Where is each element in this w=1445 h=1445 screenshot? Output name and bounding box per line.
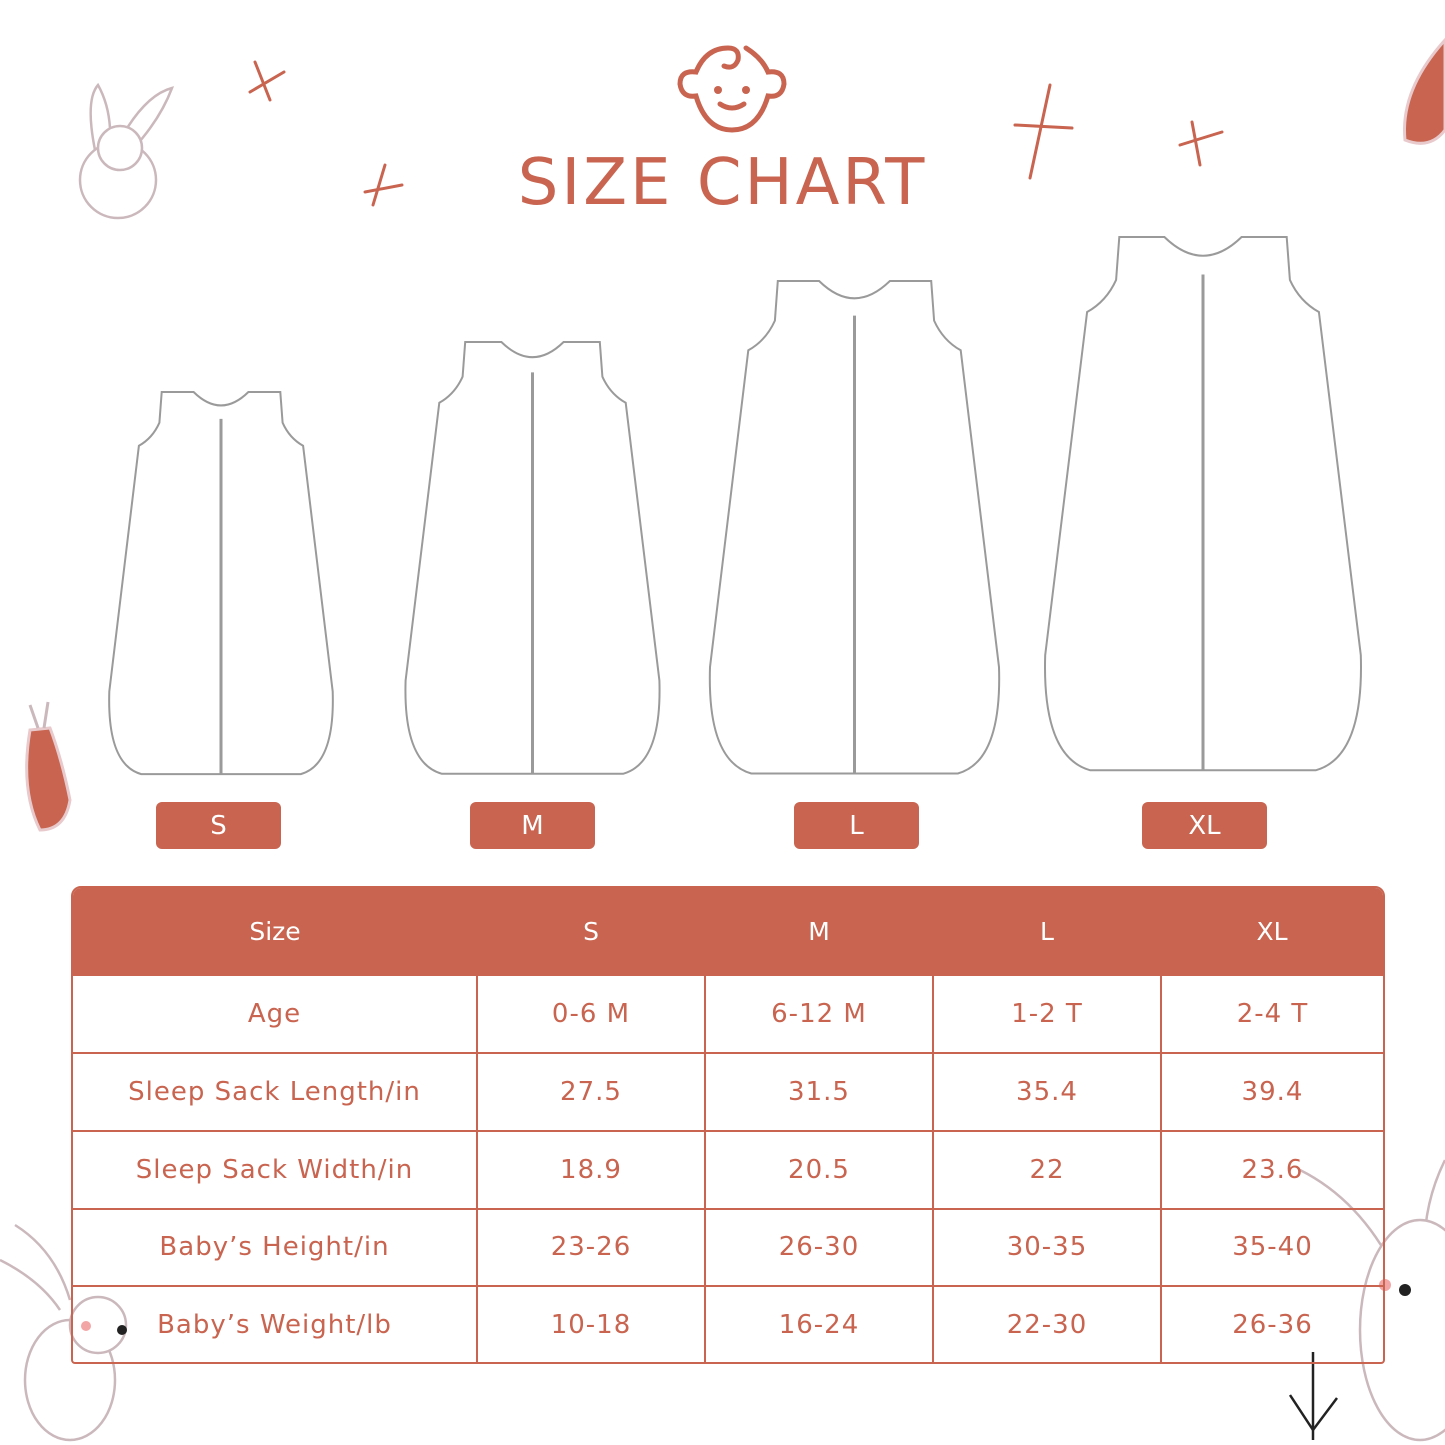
table-row: Sleep Sack Length/in 27.5 31.5 35.4 39.4 <box>73 1051 1383 1132</box>
size-label-l: L <box>794 802 919 849</box>
table-cell: 10-18 <box>476 1285 706 1362</box>
table-row: Age 0-6 M 6-12 M 1-2 T 2-4 T <box>73 974 1383 1054</box>
header-s: S <box>477 888 705 975</box>
table-cell: 23.6 <box>1160 1129 1383 1210</box>
table-cell: 22-30 <box>932 1285 1162 1362</box>
table-row: Sleep Sack Width/in 18.9 20.5 22 23.6 <box>73 1129 1383 1210</box>
sparkle-cross-icon <box>1178 120 1224 167</box>
table-cell: 0-6 M <box>476 974 706 1054</box>
sparkle-cross-icon <box>1013 83 1074 180</box>
sparkle-cross-icon <box>248 60 286 102</box>
header-size: Size <box>73 888 477 975</box>
row-label: Sleep Sack Length/in <box>73 1051 478 1132</box>
sleep-sack-s <box>108 391 334 776</box>
table-cell: 16-24 <box>704 1285 934 1362</box>
table-cell: 31.5 <box>704 1051 934 1132</box>
table-cell: 18.9 <box>476 1129 706 1210</box>
header-m: M <box>705 888 933 975</box>
size-table: Size S M L XL Age 0-6 M 6-12 M 1-2 T 2-4 T Sl… <box>71 886 1385 1364</box>
sleep-sack-xl <box>1044 236 1362 772</box>
carrot-illustration <box>1403 37 1445 145</box>
table-cell: 30-35 <box>932 1207 1162 1288</box>
table-row: Baby’s Height/in 23-26 26-30 30-35 35-40 <box>73 1207 1383 1288</box>
table-cell: 23-26 <box>476 1207 706 1288</box>
arrow-down-icon <box>1288 1352 1338 1440</box>
sleep-sack-l <box>708 280 1001 775</box>
sleep-sack-illustrations <box>108 236 1362 776</box>
row-label: Baby’s Weight/lb <box>73 1285 478 1362</box>
table-cell: 26-30 <box>704 1207 934 1288</box>
row-label: Age <box>73 974 478 1054</box>
table-header-row: Size S M L XL <box>73 888 1383 975</box>
size-label-xl: XL <box>1142 802 1267 849</box>
header-l: L <box>933 888 1161 975</box>
table-cell: 35.4 <box>932 1051 1162 1132</box>
table-cell: 6-12 M <box>704 974 934 1054</box>
table-cell: 2-4 T <box>1160 974 1383 1054</box>
size-label-s: S <box>156 802 281 849</box>
table-cell: 20.5 <box>704 1129 934 1210</box>
sleep-sack-m <box>404 341 661 775</box>
baby-face-icon <box>677 45 787 133</box>
table-cell: 27.5 <box>476 1051 706 1132</box>
table-cell: 22 <box>932 1129 1162 1210</box>
row-label: Baby’s Height/in <box>73 1207 478 1288</box>
sparkle-cross-icon <box>363 163 404 207</box>
page-title: SIZE CHART <box>517 146 928 220</box>
table-cell: 39.4 <box>1160 1051 1383 1132</box>
table-cell: 1-2 T <box>932 974 1162 1054</box>
header-xl: XL <box>1161 888 1383 975</box>
row-label: Sleep Sack Width/in <box>73 1129 478 1210</box>
size-label-m: M <box>470 802 595 849</box>
table-cell: 26-36 <box>1160 1285 1383 1362</box>
carrot-illustration <box>25 701 72 832</box>
bunny-illustration <box>78 82 175 220</box>
table-cell: 35-40 <box>1160 1207 1383 1288</box>
table-row: Baby’s Weight/lb 10-18 16-24 22-30 26-36 <box>73 1285 1383 1362</box>
